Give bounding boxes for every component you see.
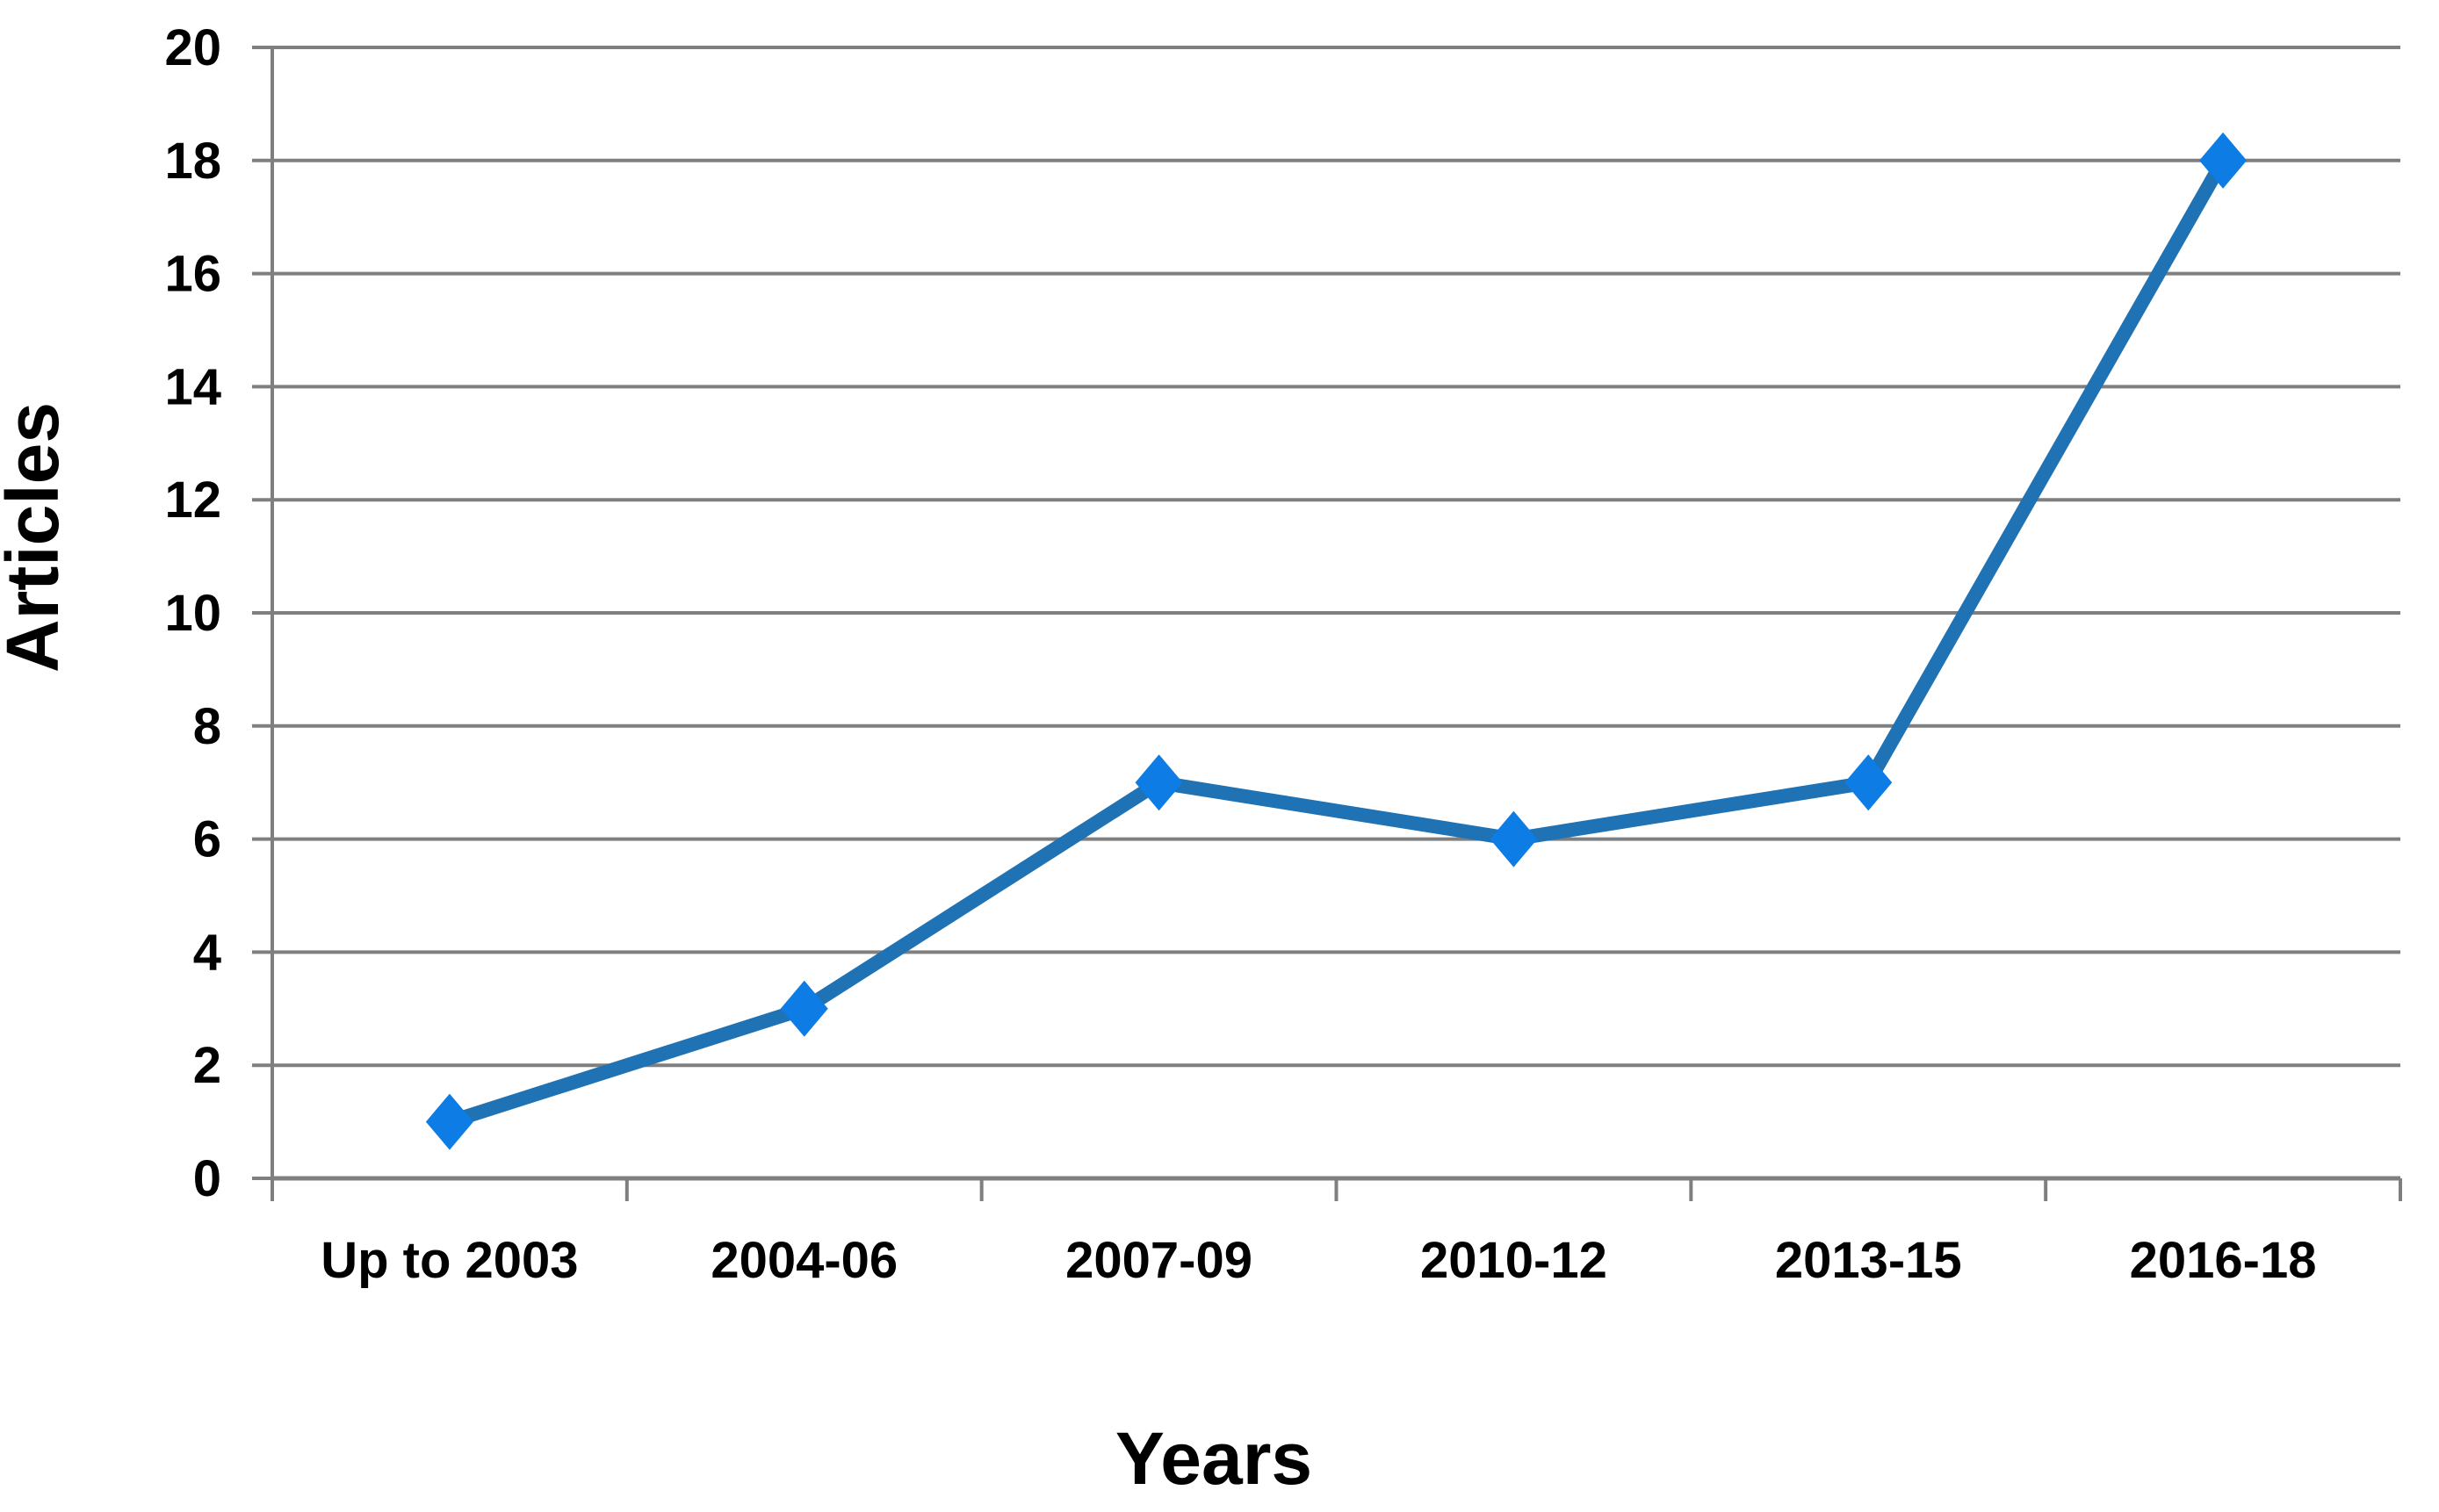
y-tick-label: 12 bbox=[164, 472, 221, 529]
data-point-marker bbox=[780, 980, 828, 1037]
y-tick-label: 2 bbox=[193, 1037, 221, 1094]
y-tick-label: 10 bbox=[164, 585, 221, 642]
y-tick-label: 0 bbox=[193, 1150, 221, 1207]
data-point-marker bbox=[1135, 754, 1183, 811]
x-tick-label: Up to 2003 bbox=[321, 1232, 578, 1289]
tick-labels-layer: 0 2 4 6 8 10 12 14 16 18 20 Up to 2003 2004-06 2007-0… bbox=[164, 19, 2316, 1289]
axis-ticks-layer bbox=[252, 46, 2402, 1201]
x-tick-label: 2007-09 bbox=[1065, 1232, 1252, 1289]
y-tick-label: 8 bbox=[193, 698, 221, 755]
gridlines-layer bbox=[272, 46, 2400, 1181]
y-tick-label: 18 bbox=[164, 133, 221, 190]
data-point-marker bbox=[425, 1093, 473, 1150]
x-tick-label: 2010-12 bbox=[1420, 1232, 1607, 1289]
x-tick-label: 2016-18 bbox=[2130, 1232, 2317, 1289]
data-point-marker bbox=[2199, 132, 2248, 189]
y-tick-label: 4 bbox=[193, 924, 221, 981]
y-axis-title: Articles bbox=[0, 402, 74, 673]
x-axis-title: Years bbox=[1115, 1417, 1312, 1500]
y-tick-label: 20 bbox=[164, 19, 221, 76]
x-tick-label: 2013-15 bbox=[1775, 1232, 1962, 1289]
y-tick-label: 14 bbox=[164, 358, 221, 415]
y-tick-label: 6 bbox=[193, 811, 221, 868]
y-tick-label: 16 bbox=[164, 246, 221, 303]
series-line bbox=[442, 153, 2231, 1129]
data-point-marker bbox=[1490, 810, 1538, 868]
data-point-marker bbox=[1844, 754, 1893, 811]
data-series-layer bbox=[425, 132, 2248, 1150]
x-tick-label: 2004-06 bbox=[711, 1232, 898, 1289]
